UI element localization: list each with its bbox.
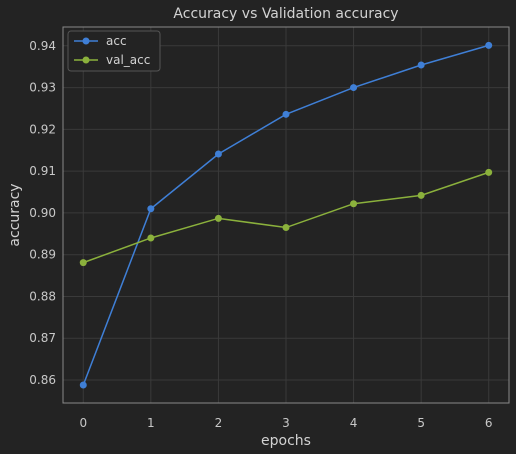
data-point-val-acc: [417, 191, 425, 199]
legend-label: acc: [106, 34, 127, 48]
y-tick-label: 0.89: [29, 248, 56, 262]
y-tick-label: 0.87: [29, 331, 56, 345]
y-tick-label: 0.91: [29, 164, 56, 178]
data-point-acc: [485, 41, 493, 49]
y-axis-ticks: 0.86 0.87 0.88 0.89 0.90 0.91 0.92 0.93 0.94: [29, 39, 56, 387]
y-tick-label: 0.86: [29, 373, 56, 387]
data-point-val-acc: [214, 214, 222, 222]
legend-label: val_acc: [106, 53, 150, 67]
y-tick-label: 0.92: [29, 122, 56, 136]
data-point-acc: [79, 381, 87, 389]
y-tick-label: 0.94: [29, 39, 56, 53]
x-tick-label: 1: [147, 416, 155, 430]
data-point-acc: [282, 110, 290, 118]
y-tick-label: 0.93: [29, 81, 56, 95]
legend: acc val_acc: [67, 30, 161, 72]
legend-swatch-marker: [82, 37, 90, 45]
x-tick-label: 2: [215, 416, 223, 430]
y-axis-label: accuracy: [7, 183, 23, 246]
data-point-val-acc: [485, 168, 493, 176]
x-tick-label: 6: [485, 416, 493, 430]
data-point-acc: [214, 150, 222, 158]
y-tick-label: 0.90: [29, 206, 56, 220]
x-tick-label: 0: [79, 416, 87, 430]
grid: [63, 27, 509, 403]
legend-swatch-marker: [82, 56, 90, 64]
y-tick-label: 0.88: [29, 289, 56, 303]
data-point-val-acc: [79, 259, 87, 267]
data-point-val-acc: [350, 200, 358, 208]
x-axis-ticks: 0 1 2 3 4 5 6: [79, 416, 492, 430]
x-tick-label: 5: [417, 416, 425, 430]
data-point-val-acc: [147, 234, 155, 242]
chart-title: Accuracy vs Validation accuracy: [173, 6, 398, 22]
x-tick-label: 3: [282, 416, 290, 430]
data-point-acc: [147, 205, 155, 213]
plot-frame: [62, 26, 510, 404]
data-point-val-acc: [282, 224, 290, 232]
data-point-acc: [417, 61, 425, 69]
x-tick-label: 4: [350, 416, 358, 430]
data-point-acc: [350, 84, 358, 92]
x-axis-label: epochs: [261, 433, 311, 449]
series-layer: [79, 41, 493, 389]
